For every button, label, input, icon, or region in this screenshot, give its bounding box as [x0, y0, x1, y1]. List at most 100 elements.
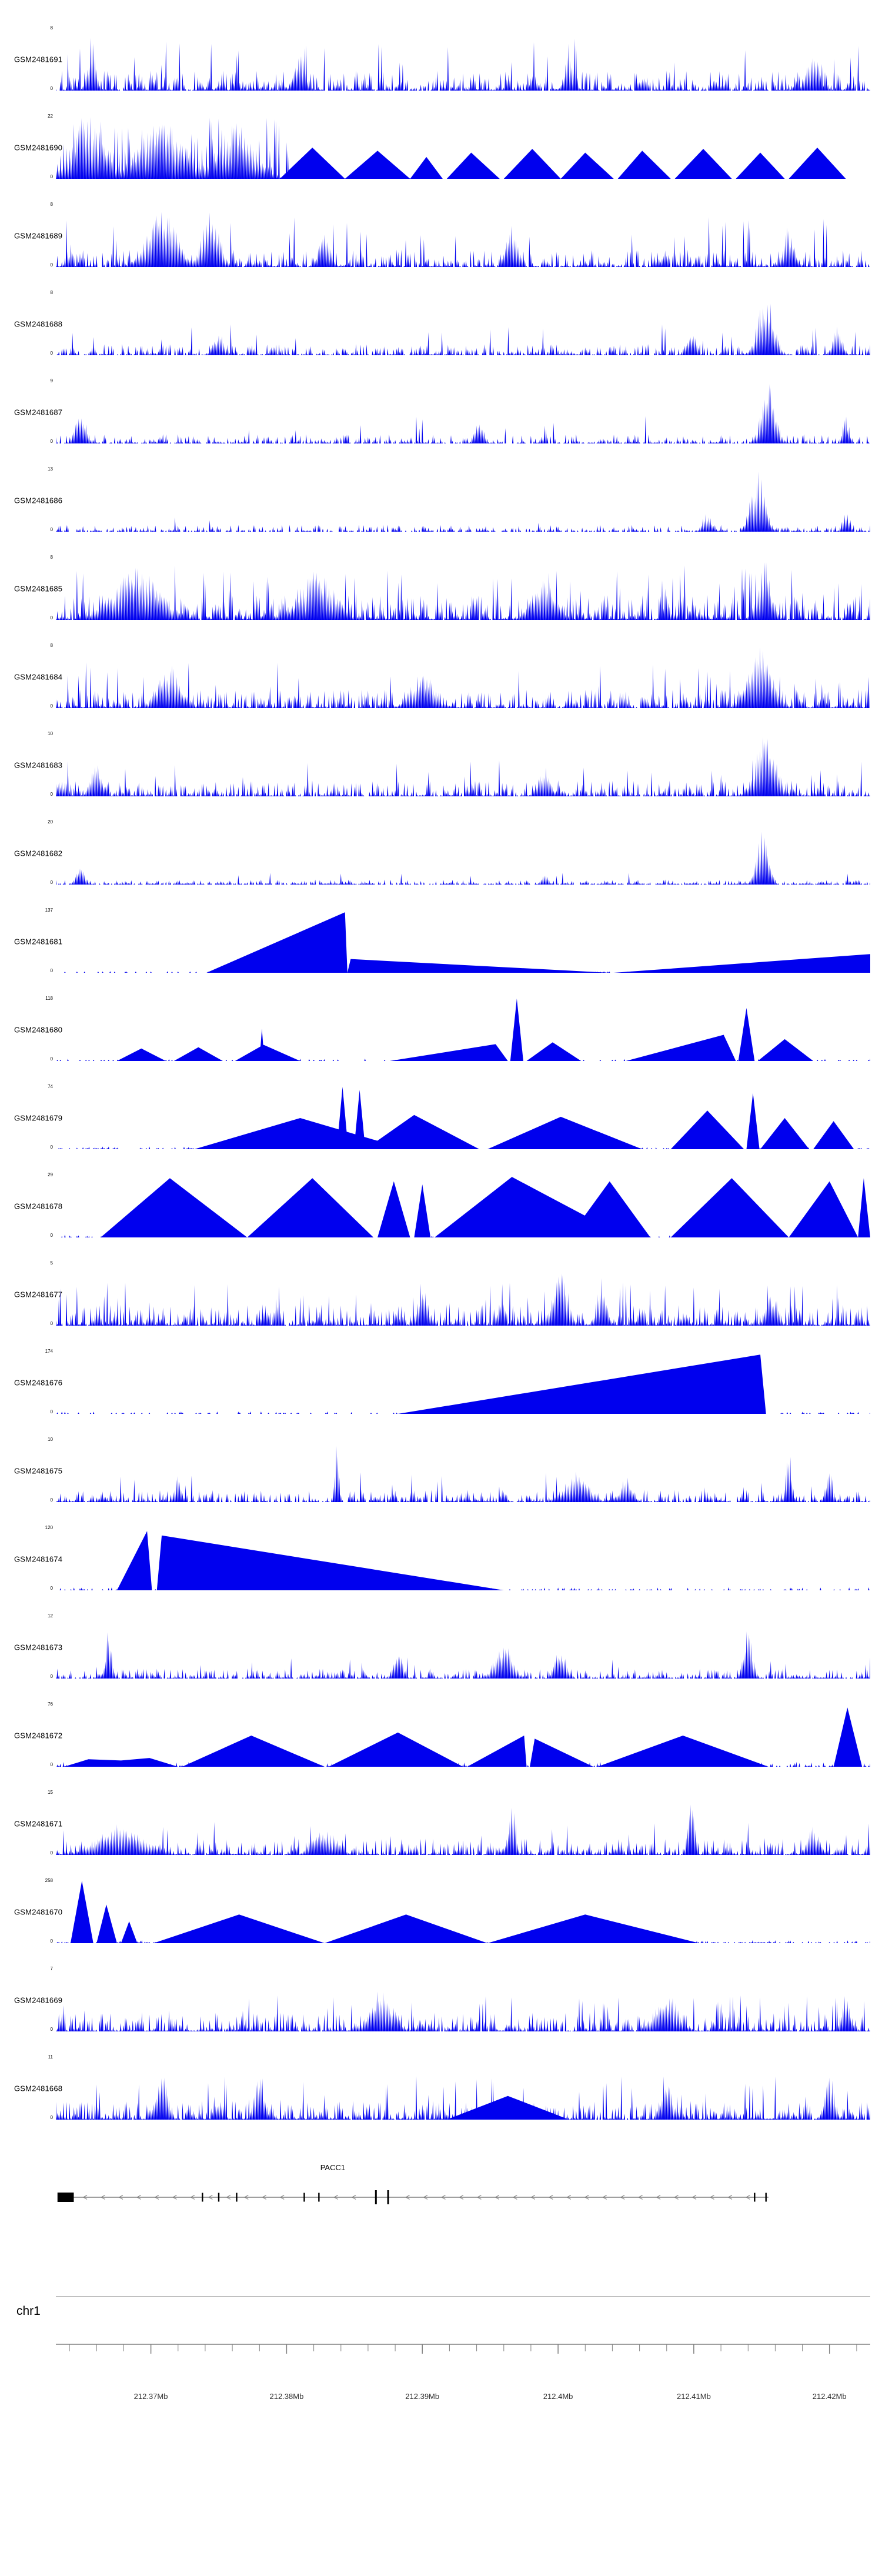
coverage-plot	[56, 1354, 870, 1414]
y-axis-min-label: 0	[50, 1762, 53, 1767]
y-axis-min-label: 0	[50, 2115, 53, 2120]
svg-text:212.42Mb: 212.42Mb	[813, 2392, 847, 2401]
y-axis-max-label: 8	[50, 555, 53, 560]
data-track-row: GSM2481674 120 0	[0, 1515, 882, 1603]
data-track-row: GSM2481690 22 0	[0, 104, 882, 192]
chromosome-label: chr1	[16, 2304, 41, 2318]
y-axis-min-label: 0	[50, 615, 53, 620]
data-track-row: GSM2481684 8 0	[0, 633, 882, 721]
track-name-label: GSM2481680	[14, 1025, 63, 1035]
track-name-label: GSM2481681	[14, 937, 63, 946]
separator-line	[56, 2296, 870, 2297]
y-axis-min-label: 0	[50, 527, 53, 532]
coverage-plot	[56, 117, 846, 179]
gene-name-label: PACC1	[320, 2163, 346, 2172]
y-axis-max-label: 10	[48, 731, 53, 736]
coverage-plot	[56, 832, 870, 885]
y-axis-min-label: 0	[50, 1056, 53, 1062]
coverage-plot	[56, 383, 870, 443]
track-name-label: GSM2481689	[14, 231, 63, 241]
y-axis-min-label: 0	[50, 351, 53, 356]
data-track-row: GSM2481676 174 0	[0, 1339, 882, 1427]
data-track-row: GSM2481675 10 0	[0, 1427, 882, 1515]
y-axis-min-label: 0	[50, 1674, 53, 1679]
track-name-label: GSM2481679	[14, 1113, 63, 1123]
y-axis-max-label: 74	[48, 1084, 53, 1089]
y-axis-max-label: 22	[48, 114, 53, 119]
track-name-label: GSM2481675	[14, 1466, 63, 1476]
coverage-plot	[56, 303, 870, 355]
svg-text:212.38Mb: 212.38Mb	[269, 2392, 303, 2401]
track-name-label: GSM2481678	[14, 1202, 63, 1211]
coverage-plot	[56, 1881, 870, 1943]
y-axis-max-label: 11	[48, 2054, 53, 2060]
track-name-label: GSM2481682	[14, 849, 63, 858]
track-name-label: GSM2481685	[14, 584, 63, 593]
track-name-label: GSM2481672	[14, 1731, 63, 1740]
genome-axis-ruler: 212.37Mb 212.38Mb 212.39Mb 212.4Mb 212.41Mb 2…	[56, 2344, 870, 2401]
data-track-row: GSM2481682 20 0	[0, 809, 882, 897]
coverage-plot	[56, 471, 870, 532]
coverage-plot	[56, 211, 870, 267]
y-axis-max-label: 15	[48, 1790, 53, 1795]
coverage-plot	[56, 1446, 870, 1502]
genome-axis-track: chr1 212.37Mb 212.38Mb 212.39Mb 212.4Mb 212.…	[0, 2268, 882, 2576]
y-axis-max-label: 13	[48, 466, 53, 472]
track-name-label: GSM2481673	[14, 1643, 63, 1652]
track-name-label: GSM2481669	[14, 1996, 63, 2005]
coverage-plot	[56, 1273, 870, 1326]
data-track-row: GSM2481672 76 0	[0, 1691, 882, 1780]
y-axis-max-label: 258	[45, 1878, 53, 1883]
data-track-row: GSM2481687 9 0	[0, 368, 882, 456]
data-track-row: GSM2481686 13 0	[0, 456, 882, 545]
coverage-plot	[56, 1707, 870, 1767]
data-track-row: GSM2481668 11 0	[0, 2044, 882, 2133]
y-axis-max-label: 7	[50, 1966, 53, 1971]
track-name-label: GSM2481683	[14, 760, 63, 770]
y-axis-min-label: 0	[50, 1586, 53, 1591]
data-tracks-container: GSM2481691 8 0 GSM2481690 22 0 GSM248168…	[0, 26, 882, 2133]
svg-text:212.4Mb: 212.4Mb	[543, 2392, 573, 2401]
y-axis-max-label: 9	[50, 378, 53, 383]
y-axis-min-label: 0	[50, 262, 53, 268]
coverage-plot	[56, 1087, 870, 1149]
y-axis-max-label: 10	[48, 1437, 53, 1442]
y-axis-max-label: 137	[45, 907, 53, 913]
y-axis-min-label: 0	[50, 86, 53, 91]
y-axis-min-label: 0	[50, 174, 53, 179]
track-name-label: GSM2481671	[14, 1819, 63, 1828]
track-name-label: GSM2481690	[14, 143, 63, 152]
coverage-plot	[56, 912, 870, 973]
y-axis-min-label: 0	[50, 880, 53, 885]
track-name-label: GSM2481688	[14, 319, 63, 329]
coverage-plot	[56, 999, 870, 1061]
coverage-plot	[56, 1531, 870, 1590]
track-name-label: GSM2481684	[14, 672, 63, 682]
data-track-row: GSM2481678 29 0	[0, 1162, 882, 1250]
y-axis-min-label: 0	[50, 792, 53, 797]
data-track-row: GSM2481670 258 0	[0, 1868, 882, 1956]
coverage-plot	[56, 737, 870, 796]
y-axis-max-label: 12	[48, 1613, 53, 1619]
y-axis-min-label: 0	[50, 1409, 53, 1414]
coverage-plot	[56, 1631, 870, 1679]
y-axis-min-label: 0	[50, 968, 53, 973]
y-axis-max-label: 76	[48, 1701, 53, 1707]
coverage-plot	[56, 647, 870, 708]
data-track-row: GSM2481680 118 0	[0, 986, 882, 1074]
data-track-row: GSM2481685 8 0	[0, 545, 882, 633]
data-track-row: GSM2481677 5 0	[0, 1250, 882, 1339]
data-track-row: GSM2481681 137 0	[0, 897, 882, 986]
y-axis-min-label: 0	[50, 703, 53, 709]
y-axis-max-label: 20	[48, 819, 53, 825]
y-axis-min-label: 0	[50, 1233, 53, 1238]
y-axis-max-label: 8	[50, 202, 53, 207]
coverage-plot	[56, 1177, 870, 1237]
data-track-row: GSM2481671 15 0	[0, 1780, 882, 1868]
coverage-plot	[56, 1804, 870, 1855]
y-axis-min-label: 0	[50, 2027, 53, 2032]
y-axis-min-label: 0	[50, 1938, 53, 1944]
track-name-label: GSM2481691	[14, 55, 63, 64]
data-track-row: GSM2481689 8 0	[0, 192, 882, 280]
